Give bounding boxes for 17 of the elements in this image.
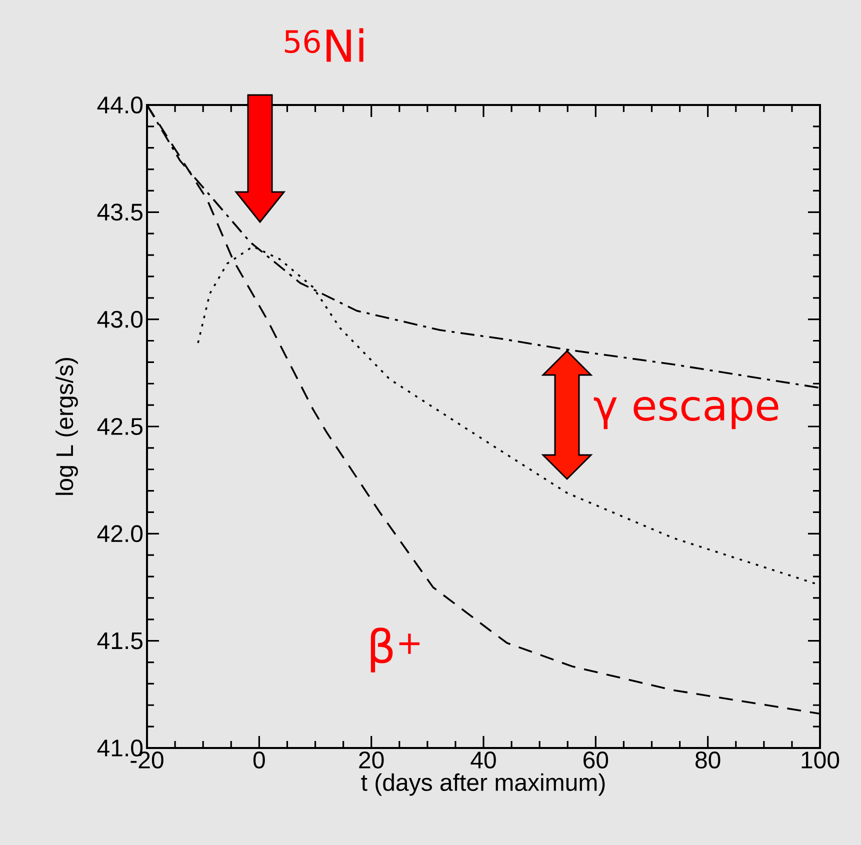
y-tick-label: 44.0 (97, 96, 143, 114)
text: $^{56}$Ni (284, 28, 364, 62)
x-tick-label: 20 (359, 752, 384, 769)
y-tick-label: 41.5 (97, 632, 142, 650)
x-tick-label: 100 (802, 752, 840, 769)
x-tick-label: 40 (470, 752, 496, 769)
annotation: β$^{+}$ (370, 628, 420, 672)
y-tick-label: 43.5 (97, 204, 142, 221)
y-tick-label: 43.0 (97, 310, 143, 328)
x-axis-title: t (days after maximum) (361, 773, 605, 796)
x-tick-label: 80 (696, 752, 720, 769)
annotation: γ escape (594, 396, 778, 430)
y-tick-label: 42.0 (97, 525, 143, 542)
y-tick-label: 42.5 (97, 418, 142, 435)
y-axis-title: log L (ergs/s) (56, 358, 78, 495)
x-tick-label: 60 (584, 752, 608, 769)
x-tick-label: 0 (253, 752, 265, 769)
